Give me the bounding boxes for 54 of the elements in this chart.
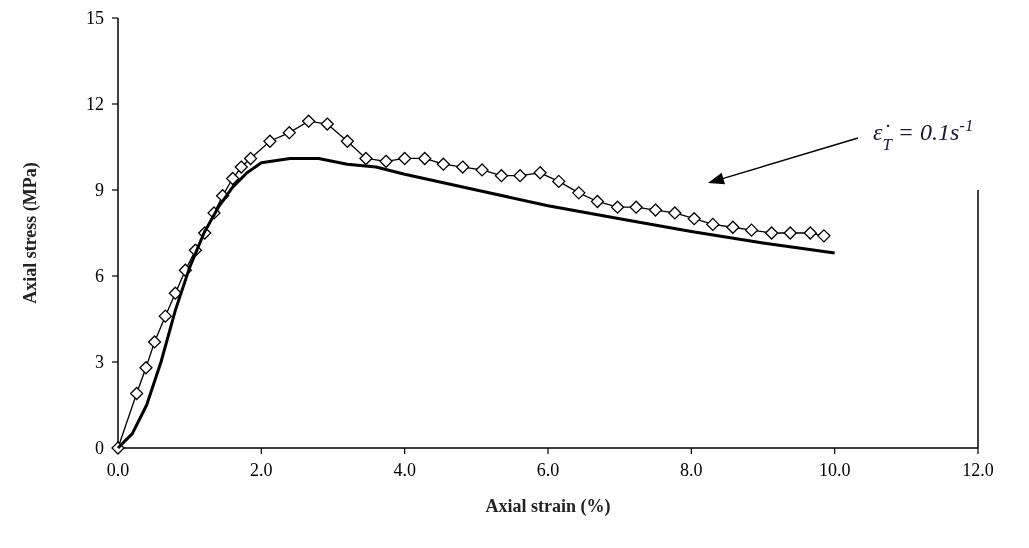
y-tick-label: 0 [95, 438, 104, 459]
x-tick-label: 6.0 [536, 460, 560, 480]
annotation: ε̇$_{T}$ = 0.1s$^{-1}$ [873, 115, 974, 154]
x-tick-label: 8.0 [680, 460, 703, 480]
point [687, 212, 701, 226]
point [379, 154, 393, 168]
y-tick-label: 3 [95, 352, 104, 373]
y-axis-title: Axial stress (MPa) [20, 162, 41, 304]
point [513, 169, 527, 183]
point [610, 200, 625, 214]
point [226, 171, 240, 186]
point [803, 226, 817, 240]
point [168, 286, 182, 300]
point [301, 114, 316, 128]
point [552, 174, 566, 189]
y-tick-label: 15 [86, 8, 104, 29]
point [494, 169, 509, 183]
point [129, 386, 144, 401]
point [783, 226, 797, 240]
y-tick-label: 12 [86, 94, 104, 115]
point [744, 223, 759, 237]
point [572, 186, 586, 200]
y-tick-label: 6 [95, 266, 104, 287]
point [629, 200, 643, 214]
point [158, 309, 172, 323]
point [668, 206, 682, 220]
point [817, 229, 831, 243]
point [340, 134, 354, 148]
point [475, 163, 489, 177]
point [282, 126, 296, 140]
point [139, 361, 153, 375]
x-tick-label: 0.0 [106, 460, 130, 480]
point [706, 217, 720, 232]
point [398, 151, 412, 166]
point [234, 160, 248, 174]
x-tick-label: 4.0 [393, 460, 416, 480]
x-axis-title: Axial strain (%) [485, 496, 611, 517]
point [436, 157, 451, 171]
point [263, 134, 277, 148]
point [648, 203, 663, 217]
point [590, 194, 605, 209]
point [418, 151, 432, 166]
point [456, 160, 470, 174]
x-tick-label: 2.0 [250, 460, 273, 480]
point [320, 117, 334, 131]
x-tick-label: 10.0 [818, 460, 851, 480]
point [726, 220, 740, 234]
point [147, 335, 162, 349]
point [533, 166, 547, 180]
point [243, 151, 258, 166]
y-tick-label: 9 [95, 180, 104, 201]
point [764, 226, 779, 240]
point [359, 151, 373, 166]
x-tick-label: 12.0 [962, 460, 994, 480]
